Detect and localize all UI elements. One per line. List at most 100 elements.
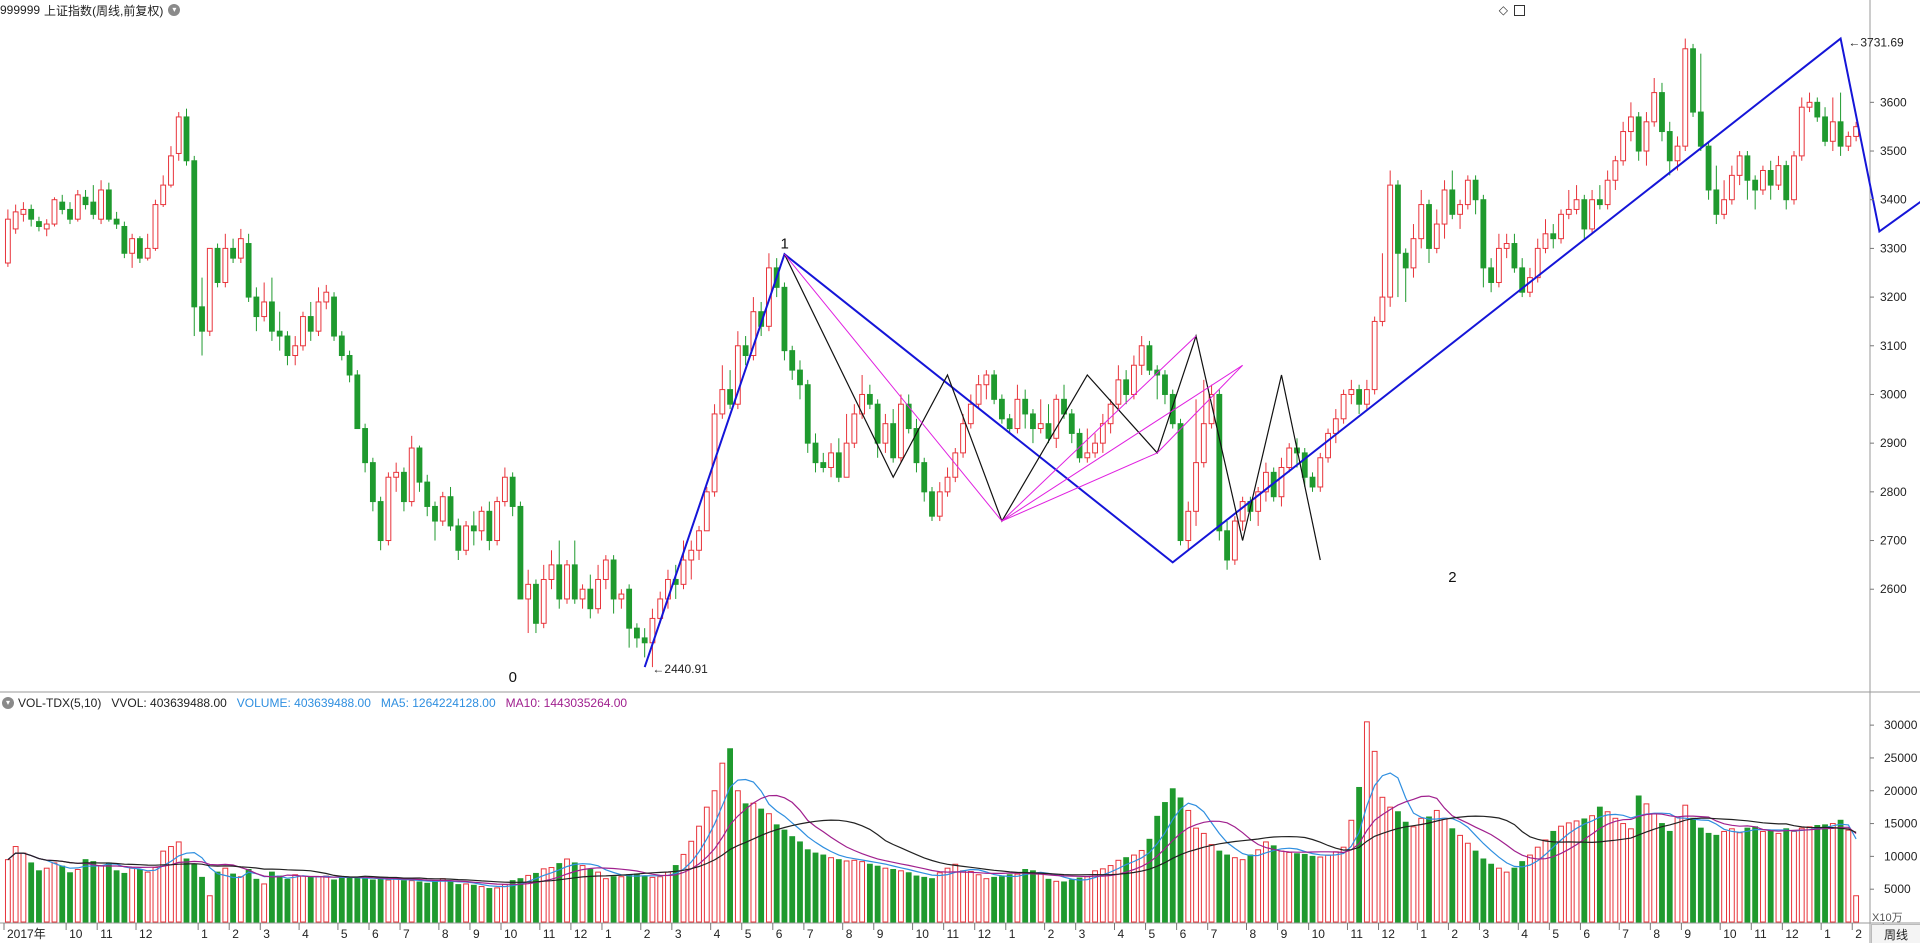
candle[interactable] (1752, 175, 1759, 210)
candle[interactable] (183, 108, 190, 166)
candle[interactable] (432, 501, 438, 541)
candle[interactable] (331, 292, 337, 341)
candle[interactable] (1620, 121, 1627, 166)
candle[interactable] (1301, 448, 1308, 487)
candle[interactable] (36, 216, 42, 232)
candle[interactable] (1099, 413, 1106, 453)
candle[interactable] (952, 448, 959, 483)
candle[interactable] (1519, 258, 1526, 298)
candle[interactable] (67, 202, 73, 225)
candle[interactable] (1697, 53, 1704, 152)
candle[interactable] (1542, 219, 1549, 254)
candle[interactable] (618, 589, 625, 609)
candle[interactable] (1263, 462, 1269, 502)
candle[interactable] (564, 560, 570, 604)
candle[interactable] (1045, 404, 1052, 444)
candle[interactable] (152, 199, 159, 251)
candle[interactable] (1239, 496, 1246, 531)
candle[interactable] (276, 311, 283, 351)
candle[interactable] (1200, 379, 1207, 468)
candle[interactable] (284, 331, 291, 366)
candle[interactable] (688, 540, 695, 580)
wave-lines[interactable] (643, 36, 1920, 668)
candle[interactable] (401, 467, 407, 512)
candle[interactable] (463, 521, 469, 556)
candle[interactable] (199, 277, 205, 356)
chevron-down-icon[interactable]: ▾ (2, 697, 14, 709)
candle[interactable] (230, 238, 236, 264)
candle[interactable] (967, 394, 974, 429)
candle[interactable] (1123, 370, 1130, 405)
candle[interactable] (991, 370, 998, 405)
candle[interactable] (1736, 151, 1743, 186)
candle[interactable] (1092, 433, 1098, 458)
candle[interactable] (1503, 233, 1510, 259)
candle[interactable] (797, 360, 803, 400)
candle[interactable] (1231, 516, 1238, 565)
candle[interactable] (1643, 112, 1650, 166)
candle[interactable] (28, 204, 35, 227)
candle[interactable] (160, 175, 167, 208)
candle[interactable] (1612, 155, 1619, 190)
candle[interactable] (1682, 38, 1689, 152)
candle[interactable] (20, 202, 27, 222)
candle[interactable] (540, 564, 547, 629)
candle[interactable] (1348, 379, 1355, 405)
candle[interactable] (393, 462, 400, 492)
candle[interactable] (843, 413, 850, 478)
candle[interactable] (245, 233, 252, 302)
candle[interactable] (1814, 97, 1821, 122)
candle[interactable] (1488, 258, 1495, 293)
candle[interactable] (486, 501, 493, 551)
candle[interactable] (1084, 428, 1091, 463)
candle[interactable] (1806, 92, 1813, 113)
candle[interactable] (595, 564, 601, 614)
candle[interactable] (944, 467, 951, 497)
candle[interactable] (424, 474, 431, 517)
candle[interactable] (766, 253, 772, 332)
candle[interactable] (1216, 389, 1223, 541)
candle[interactable] (898, 394, 904, 463)
candle[interactable] (1131, 355, 1137, 400)
candle[interactable] (338, 331, 345, 361)
candle[interactable] (610, 555, 617, 614)
candle[interactable] (1418, 189, 1425, 249)
candle[interactable] (703, 486, 710, 532)
candle[interactable] (509, 472, 516, 517)
candle[interactable] (300, 311, 306, 351)
candle[interactable] (1791, 151, 1797, 205)
candle[interactable] (253, 287, 260, 332)
candle[interactable] (1558, 209, 1564, 244)
candle[interactable] (51, 197, 58, 227)
candle[interactable] (1464, 175, 1471, 210)
candle[interactable] (416, 445, 423, 492)
candle[interactable] (369, 457, 376, 512)
candle[interactable] (354, 370, 361, 430)
candle[interactable] (804, 379, 811, 453)
candle[interactable] (1053, 394, 1060, 449)
candle[interactable] (1472, 175, 1479, 215)
candle[interactable] (222, 233, 229, 288)
candle[interactable] (696, 525, 702, 561)
candle[interactable] (1635, 112, 1642, 161)
candle[interactable] (789, 345, 796, 380)
candle[interactable] (851, 404, 858, 449)
candle[interactable] (1674, 136, 1681, 171)
candle[interactable] (1495, 233, 1502, 288)
candle[interactable] (1573, 185, 1580, 215)
candle[interactable] (121, 221, 128, 259)
candle[interactable] (587, 574, 594, 619)
candle[interactable] (1332, 409, 1339, 444)
candle[interactable] (1193, 399, 1199, 526)
candle[interactable] (571, 540, 578, 604)
candle[interactable] (385, 472, 392, 546)
candle[interactable] (1340, 389, 1347, 424)
candle[interactable] (929, 486, 935, 522)
candle[interactable] (175, 112, 182, 161)
candle[interactable] (501, 467, 508, 507)
candle[interactable] (835, 438, 842, 483)
candle[interactable] (1286, 443, 1293, 473)
candle[interactable] (828, 443, 834, 478)
candle[interactable] (144, 233, 151, 261)
